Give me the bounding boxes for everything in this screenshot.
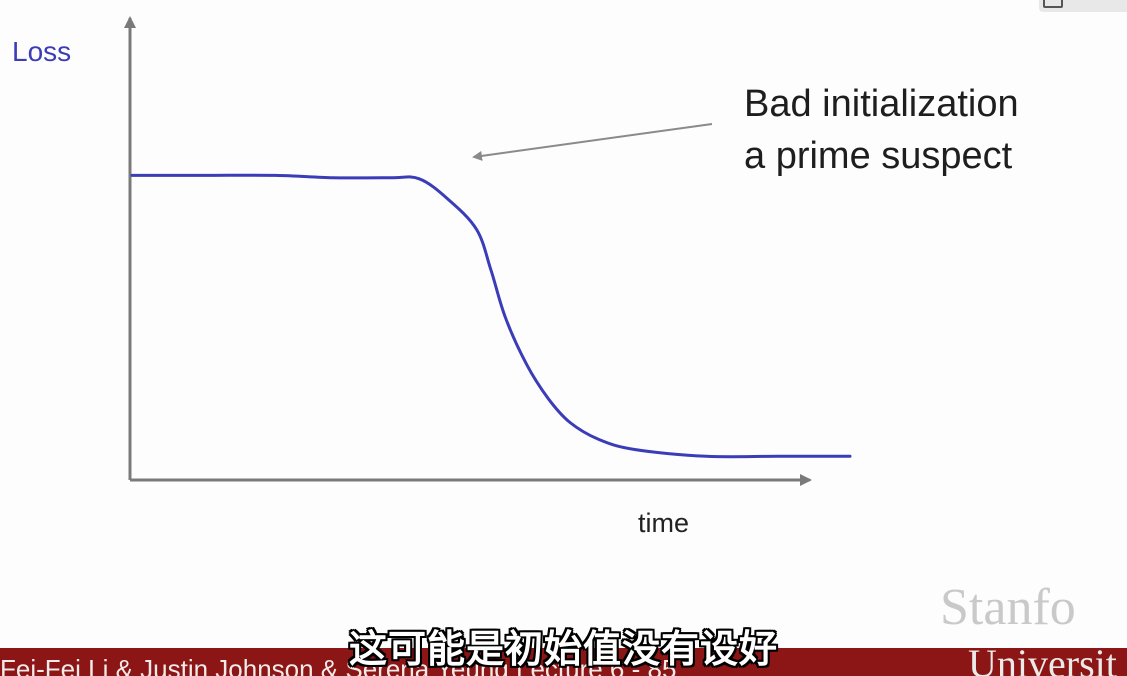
x-axis-label: time: [638, 508, 690, 538]
annotation-text: Bad initialization a prime suspect: [744, 78, 1019, 182]
player-corner[interactable]: [1039, 0, 1127, 12]
university-watermark: Universit: [968, 641, 1117, 676]
stanford-watermark: Stanfo: [940, 579, 1076, 636]
y-axis-label: Loss: [12, 36, 72, 67]
annotation-arrow: [472, 123, 713, 161]
subtitle-caption: 这可能是初始值没有设好: [348, 627, 778, 671]
annotation-line-1: Bad initialization: [744, 83, 1019, 125]
loss-curve: [130, 173, 852, 459]
footer-bar: Fei-Fei Li & Justin Johnson & Serena Yeu…: [0, 648, 1127, 676]
loss-chart: [124, 16, 852, 486]
annotation-line-2: a prime suspect: [744, 135, 1013, 177]
player-icon[interactable]: [1043, 0, 1063, 8]
footer-text: Fei-Fei Li & Justin Johnson & Serena Yeu…: [0, 654, 677, 676]
